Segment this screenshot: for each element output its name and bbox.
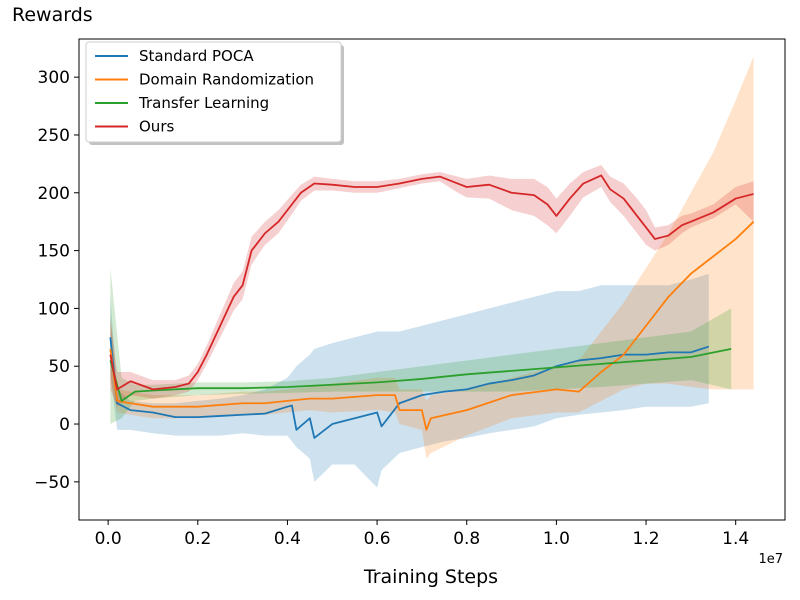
legend-label-domain-randomization: Domain Randomization — [139, 71, 314, 89]
domain-randomization-line — [109, 221, 755, 431]
legend-label-ours: Ours — [139, 118, 174, 136]
y-tick-label: 200 — [38, 184, 70, 204]
x-axis-title: Training Steps — [363, 566, 498, 588]
x-tick-label: 0.6 — [364, 529, 391, 549]
transfer-learning-band — [110, 267, 732, 425]
y-tick-label: 0 — [59, 415, 70, 435]
x-tick-label: 0.8 — [453, 529, 480, 549]
x-axis: 0.0 0.2 0.4 0.6 0.8 1.0 1.2 1.4 — [95, 520, 749, 549]
x-tick-label: 0.2 — [184, 529, 211, 549]
legend-label-transfer-learning: Transfer Learning — [138, 94, 269, 112]
y-tick-label: 300 — [38, 68, 70, 88]
standard-poca-line — [109, 337, 710, 439]
x-tick-label: 1.4 — [722, 529, 749, 549]
transfer-learning-line — [109, 347, 732, 402]
ours-line — [109, 174, 754, 391]
y-axis: −50 0 50 100 150 200 250 300 — [34, 68, 79, 493]
y-tick-label: 150 — [38, 242, 70, 262]
x-tick-label: 1.2 — [633, 529, 660, 549]
y-tick-label: 100 — [38, 299, 70, 319]
x-axis-offset-label: 1e7 — [758, 552, 783, 567]
legend-box — [85, 41, 342, 143]
legend-label-standard-poca: Standard POCA — [139, 47, 254, 65]
x-tick-label: 1.0 — [543, 529, 570, 549]
x-tick-label: 0.4 — [274, 529, 301, 549]
ours-band — [110, 165, 754, 407]
y-tick-label: 250 — [38, 126, 70, 146]
plot-area-frame — [78, 38, 786, 521]
y-tick-label: −50 — [34, 473, 70, 493]
series-lines — [109, 174, 755, 439]
y-axis-title: Rewards — [12, 4, 93, 26]
x-tick-label: 0.0 — [95, 529, 122, 549]
y-tick-label: 50 — [48, 357, 70, 377]
legend: Standard POCA Domain Randomization Transfe… — [85, 41, 344, 145]
